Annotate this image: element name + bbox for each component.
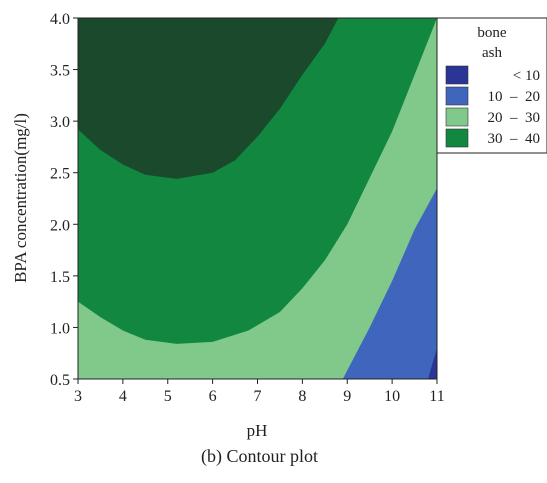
contour-region-under-10 [428, 348, 437, 379]
legend-swatch [445, 107, 469, 127]
y-tick-label: 3.5 [50, 63, 70, 80]
x-tick-label: 8 [298, 388, 306, 405]
x-tick-label: 5 [164, 388, 172, 405]
legend-swatch [445, 128, 469, 148]
legend-title-line-2: ash [482, 45, 502, 61]
legend-label: 10 – 20 [488, 89, 541, 105]
y-axis-label: BPA concentration(mg/l) [11, 113, 30, 283]
legend-swatch [445, 86, 469, 106]
x-tick-label: 10 [384, 388, 400, 405]
legend-swatch [445, 65, 469, 85]
legend-label: 30 – 40 [488, 131, 541, 147]
figure-caption: (b) Contour plot [201, 446, 318, 466]
y-tick-label: 2.5 [50, 166, 70, 183]
x-tick-label: 11 [429, 388, 444, 405]
legend: bone ash < 10 10 – 20 20 – 30 30 – 40 [436, 17, 547, 154]
contour-region-over-40 [78, 18, 339, 179]
contour-region-10-20 [342, 188, 437, 379]
contour-region-20-30 [78, 18, 437, 379]
x-tick-label: 6 [209, 388, 217, 405]
legend-label: < 10 [513, 68, 540, 84]
x-tick-label: 7 [254, 388, 262, 405]
x-axis: 3 4 5 6 7 8 9 10 11 [74, 379, 445, 405]
legend-label: 20 – 30 [488, 110, 541, 126]
y-axis: 0.5 1.0 1.5 2.0 2.5 3.0 3.5 4.0 [50, 11, 78, 389]
legend-title-line-1: bone [477, 25, 507, 41]
contour-regions [78, 18, 437, 379]
y-tick-label: 0.5 [50, 372, 70, 389]
y-tick-label: 1.5 [50, 269, 70, 286]
x-tick-label: 3 [74, 388, 82, 405]
x-tick-label: 4 [119, 388, 127, 405]
x-tick-label: 9 [343, 388, 351, 405]
y-tick-label: 2.0 [50, 217, 70, 234]
y-tick-label: 1.0 [50, 320, 70, 337]
x-axis-label: pH [247, 421, 268, 440]
y-tick-label: 3.0 [50, 114, 70, 131]
y-tick-label: 4.0 [50, 11, 70, 28]
